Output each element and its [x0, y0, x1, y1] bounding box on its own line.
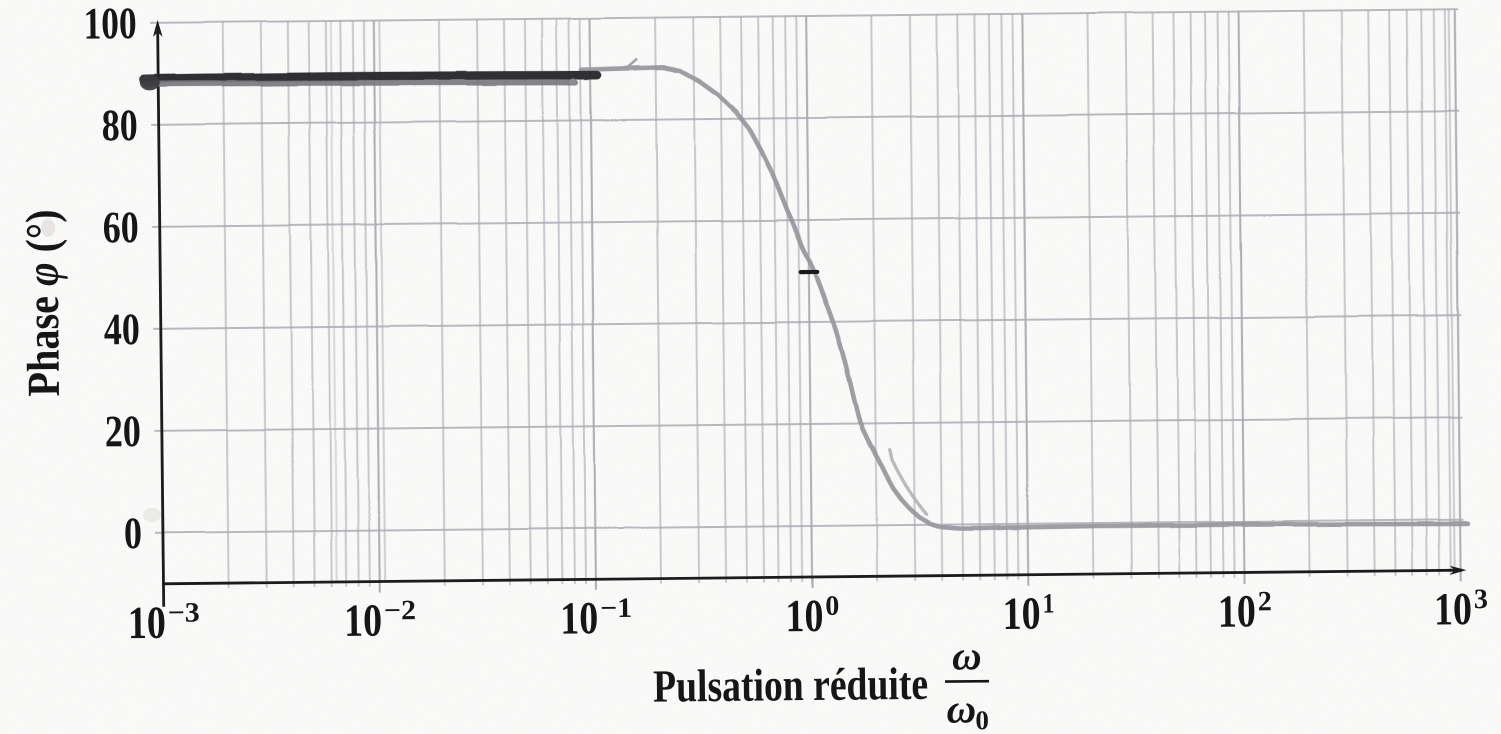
svg-text:0: 0 — [975, 705, 989, 734]
svg-text:10: 10 — [128, 597, 167, 648]
svg-text:10: 10 — [785, 590, 824, 641]
svg-text:0: 0 — [825, 591, 839, 622]
svg-text:ω: ω — [952, 632, 982, 678]
svg-text:2: 2 — [1258, 586, 1272, 617]
svg-text:20: 20 — [105, 406, 142, 456]
svg-text:80: 80 — [101, 100, 138, 150]
svg-text:ω: ω — [946, 685, 976, 731]
svg-text:10: 10 — [1002, 588, 1041, 639]
svg-text:10: 10 — [344, 595, 383, 646]
svg-text:10: 10 — [560, 592, 599, 643]
svg-text:Pulsation réduite: Pulsation réduite — [653, 658, 929, 712]
svg-text:10: 10 — [1218, 585, 1257, 636]
svg-text:−3: −3 — [168, 597, 200, 628]
svg-text:3: 3 — [1474, 584, 1488, 615]
svg-text:40: 40 — [104, 304, 141, 354]
svg-text:−2: −2 — [384, 595, 416, 626]
svg-text:60: 60 — [102, 202, 139, 252]
svg-text:100: 100 — [83, 0, 137, 49]
svg-text:10: 10 — [1434, 583, 1473, 634]
svg-text:1: 1 — [1042, 588, 1054, 619]
svg-text:Phase φ (°): Phase φ (°) — [16, 209, 69, 397]
svg-text:−1: −1 — [600, 593, 632, 624]
svg-text:0: 0 — [124, 508, 143, 558]
